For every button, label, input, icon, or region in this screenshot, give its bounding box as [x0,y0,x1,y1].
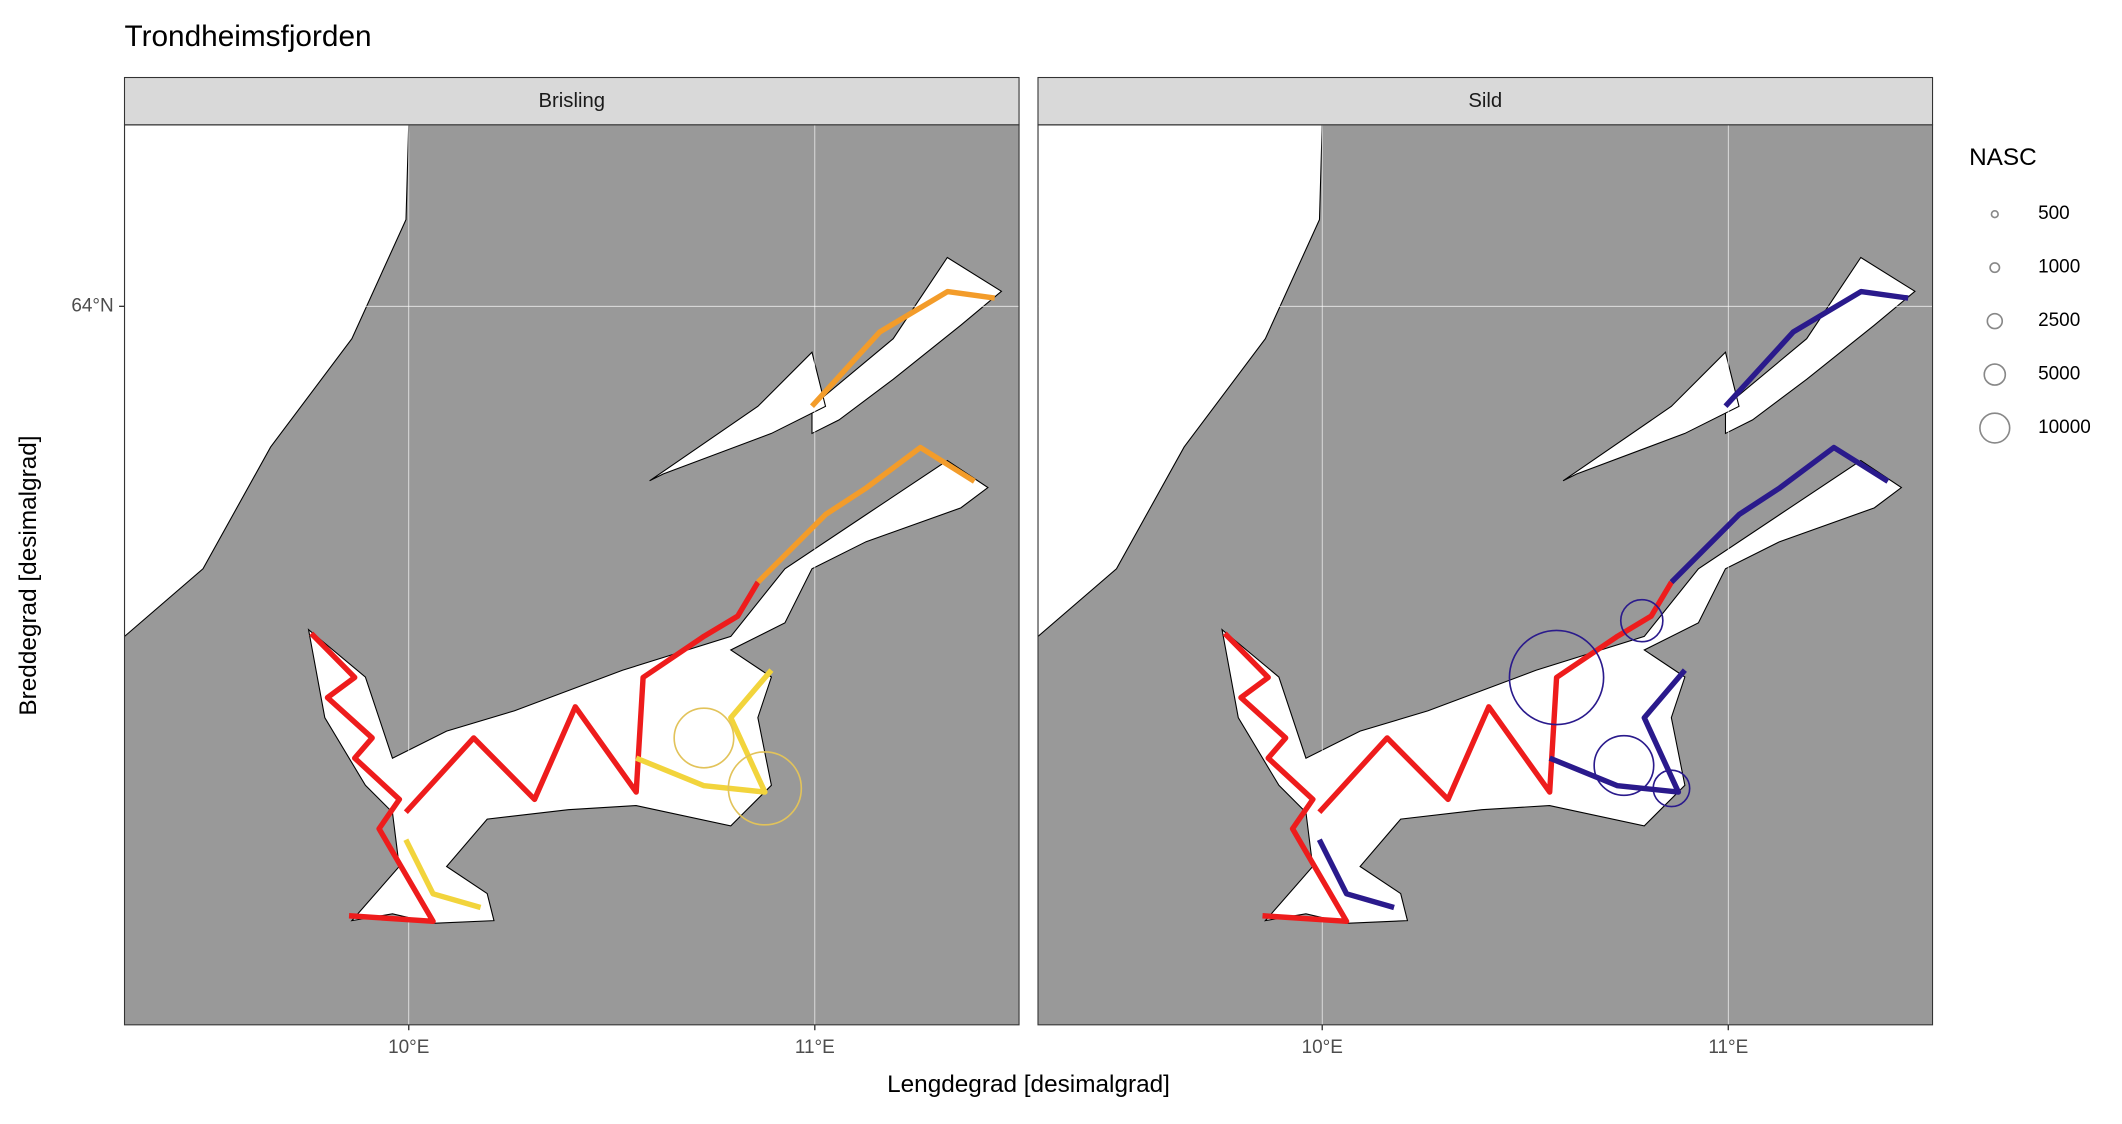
survey-track [1548,668,1687,795]
map-panel [1037,124,1933,1025]
nasc-circle [1652,769,1691,808]
legend-key [1986,312,2004,330]
x-tick-label: 11°E [1708,1037,1748,1058]
panel-border [123,124,1020,1026]
legend-title: NASC [1969,144,2037,171]
x-tick-label: 11°E [795,1037,835,1058]
chart-title: Trondheimsfjorden [125,20,372,53]
nasc-circle [727,751,803,826]
survey-track [635,668,774,795]
survey-track [1222,631,1350,925]
x-tick-label: 10°E [388,1037,429,1058]
x-axis-label: Lengdegrad [desimalgrad] [887,1071,1170,1098]
survey-track [1723,288,1909,409]
survey-track [756,444,976,585]
legend-label: 2500 [2038,310,2080,331]
survey-track [809,288,996,409]
y-tick-label: 64°N [71,295,113,316]
strip-label: Sild [1468,90,1502,112]
legend-label: 10000 [2038,417,2091,438]
nasc-circle [1593,734,1655,797]
x-tick-label: 10°E [1302,1037,1343,1058]
survey-track [1317,580,1674,815]
survey-track [309,631,436,925]
survey-track [403,580,761,815]
survey-track [1669,444,1890,585]
panel-border [1037,124,1934,1026]
y-axis-label: Breddegrad [desimalgrad] [15,435,42,715]
legend-key [1990,210,1999,219]
land [124,124,1020,1025]
map-panel [124,124,1020,1025]
legend-label: 1000 [2038,257,2080,278]
legend-key [1983,363,2007,386]
nasc-circle [1508,629,1605,726]
land [1037,124,1933,1025]
nasc-circle [673,707,735,769]
survey-track [403,838,482,911]
nasc-circle [1619,598,1664,643]
strip-label: Brisling [539,90,606,112]
legend-label: 500 [2038,203,2070,224]
legend-key [1989,262,2001,274]
legend-key [1979,412,2011,444]
survey-track [1316,838,1395,911]
strip [123,76,1020,126]
legend-label: 5000 [2038,364,2080,385]
